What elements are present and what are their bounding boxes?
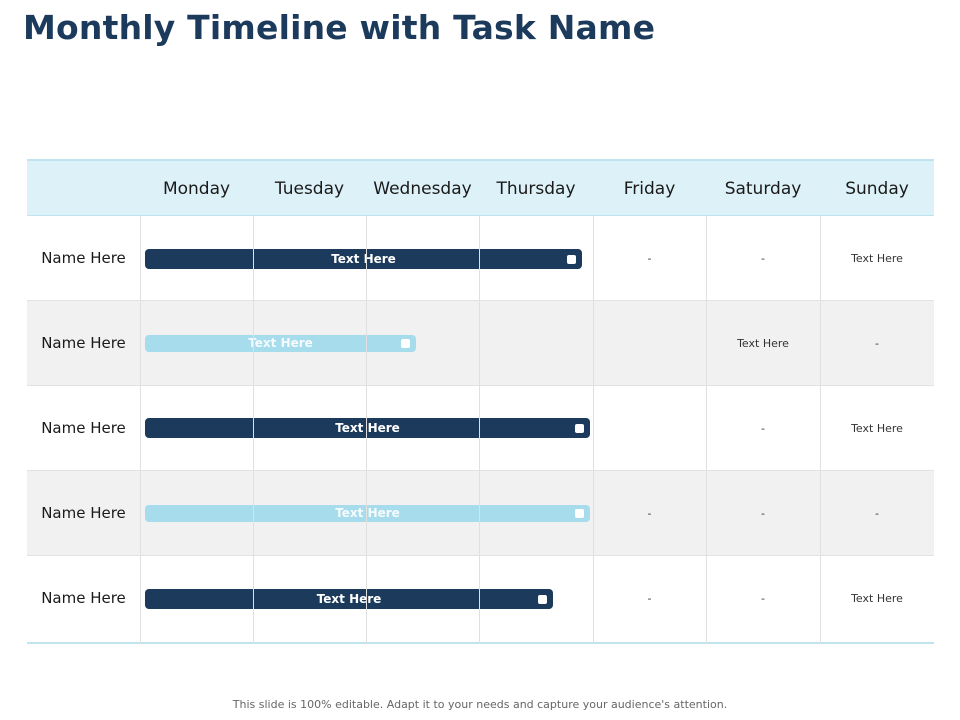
task-bar-label: Text Here <box>331 252 396 266</box>
task-bar[interactable]: Text Here <box>145 418 590 438</box>
cell-sunday: Text Here <box>851 252 903 265</box>
slide-title: Monthly Timeline with Task Name <box>23 8 656 47</box>
cell-friday: - <box>647 252 652 265</box>
task-owner-name: Name Here <box>41 249 126 267</box>
table-row: Name Here Text Here - Text Here <box>27 386 934 471</box>
grid-divider <box>366 216 367 644</box>
bar-handle-icon[interactable] <box>575 509 584 518</box>
cell-saturday: - <box>761 252 765 265</box>
header-wednesday: Wednesday <box>373 179 472 199</box>
timeline-table: Monday Tuesday Wednesday Thursday Friday… <box>27 159 934 644</box>
header-friday: Friday <box>623 179 676 199</box>
task-bar[interactable]: Text Here <box>145 589 553 609</box>
task-bar[interactable]: Text Here <box>145 249 582 269</box>
grid-divider <box>140 216 141 644</box>
grid-divider <box>479 216 480 644</box>
cell-friday: - <box>647 507 652 520</box>
task-bar-label: Text Here <box>248 336 313 350</box>
task-bar[interactable]: Text Here <box>145 505 590 522</box>
grid-divider <box>820 216 821 644</box>
table-header-row: Monday Tuesday Wednesday Thursday Friday… <box>27 159 934 216</box>
table-row: Name Here Text Here - - - <box>27 471 934 556</box>
task-bar-label: Text Here <box>335 421 400 435</box>
cell-sunday: - <box>875 337 879 350</box>
task-owner-name: Name Here <box>41 419 126 437</box>
task-owner-name: Name Here <box>41 504 126 522</box>
grid-divider <box>253 216 254 644</box>
header-tuesday: Tuesday <box>274 179 345 199</box>
bar-handle-icon[interactable] <box>575 423 584 433</box>
cell-friday <box>593 301 706 386</box>
task-owner-name: Name Here <box>41 334 126 352</box>
grid-divider <box>593 216 594 644</box>
table-row: Name Here Text Here - - Text Here <box>27 216 934 301</box>
task-bar-label: Text Here <box>335 506 400 520</box>
footer-note: This slide is 100% editable. Adapt it to… <box>232 698 728 711</box>
task-bar-label: Text Here <box>316 592 382 606</box>
cell-saturday: - <box>761 507 765 520</box>
table-row: Name Here Text Here - - Text Here <box>27 556 934 644</box>
bar-handle-icon[interactable] <box>567 254 576 264</box>
cell-sunday: Text Here <box>851 592 903 605</box>
cell-friday <box>593 386 706 471</box>
task-bar[interactable]: Text Here <box>145 335 416 352</box>
cell-sunday: Text Here <box>851 422 903 435</box>
header-sunday: Sunday <box>845 179 909 199</box>
header-saturday: Saturday <box>724 179 802 199</box>
table-row: Name Here Text Here Text Here - <box>27 301 934 386</box>
cell-saturday: - <box>761 592 765 605</box>
grid-divider <box>706 216 707 644</box>
task-owner-name: Name Here <box>41 589 126 607</box>
header-monday: Monday <box>162 179 231 199</box>
cell-saturday: Text Here <box>737 337 789 350</box>
header-thursday: Thursday <box>496 179 576 199</box>
bar-handle-icon[interactable] <box>401 339 410 348</box>
bar-handle-icon[interactable] <box>538 594 547 604</box>
cell-sunday: - <box>875 507 879 520</box>
cell-saturday: - <box>761 422 765 435</box>
cell-friday: - <box>647 592 652 605</box>
